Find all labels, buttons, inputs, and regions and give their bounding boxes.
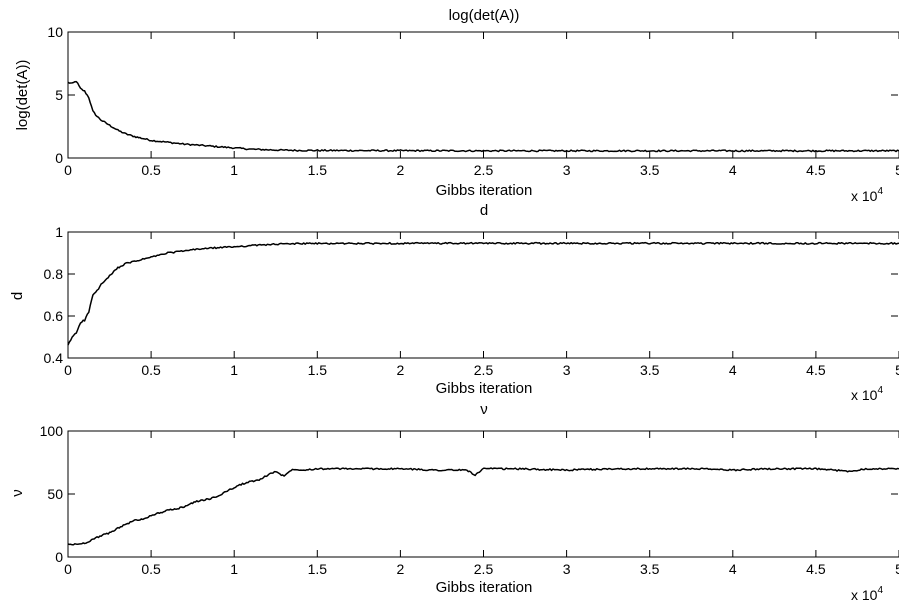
xtick-label: 1 — [230, 362, 238, 378]
panel-d-x-multiplier: x 104 — [851, 385, 883, 403]
xtick-label: 5 — [895, 362, 899, 378]
xtick-label: 4 — [729, 561, 737, 577]
panel-nu-xticks: 0 0.5 1 1.5 2 2.5 3 3.5 4 4.5 5 — [64, 431, 899, 577]
panel-d-xticks: 0 0.5 1 1.5 2 2.5 3 3.5 4 4.5 5 — [64, 232, 899, 378]
xtick-label: 0.5 — [141, 561, 161, 577]
xtick-label: 1 — [230, 561, 238, 577]
panel-logdet-yticks: 0 5 10 — [47, 24, 898, 166]
ytick-label: 0 — [55, 150, 63, 166]
xtick-label: 1.5 — [308, 561, 328, 577]
panel-d-x-multiplier-base: x 10 — [851, 387, 878, 403]
xtick-label: 2 — [397, 561, 405, 577]
panel-d-yticks: 0.4 0.6 0.8 1 — [44, 224, 898, 366]
ytick-label: 0 — [55, 549, 63, 565]
panel-logdet-x-multiplier: x 104 — [851, 186, 883, 204]
panel-d-ylabel: d — [9, 292, 26, 300]
ytick-label: 1 — [55, 224, 63, 240]
xtick-label: 2.5 — [474, 162, 494, 178]
panel-logdet-xticks: 0 0.5 1 1.5 2 2.5 3 3.5 4 4.5 5 — [64, 32, 899, 178]
panel-nu-yticks: 0 50 100 — [40, 423, 898, 565]
xtick-label: 3 — [563, 561, 571, 577]
xtick-label: 4.5 — [806, 362, 826, 378]
xtick-label: 5 — [895, 162, 899, 178]
xtick-label: 1.5 — [308, 162, 328, 178]
panel-nu-x-multiplier-exp: 4 — [877, 585, 883, 596]
ytick-label: 5 — [55, 87, 63, 103]
panel-d-xlabel: Gibbs iteration — [436, 380, 533, 397]
xtick-label: 2 — [397, 362, 405, 378]
panel-nu-frame — [67, 430, 899, 558]
ytick-label: 0.4 — [44, 350, 64, 366]
panel-logdet-x-multiplier-exp: 4 — [877, 186, 883, 197]
panel-d-trace — [67, 241, 899, 346]
panel-logdet-x-multiplier-base: x 10 — [851, 188, 878, 204]
xtick-label: 0 — [64, 561, 72, 577]
panel-d: d d 0 0.5 1 1.5 2 2.5 3 3.5 4 4.5 5 0.4 0.6 0.8 1 Gib… — [9, 202, 899, 403]
xtick-label: 2.5 — [474, 561, 494, 577]
xtick-label: 3 — [563, 162, 571, 178]
xtick-label: 2.5 — [474, 362, 494, 378]
xtick-label: 0 — [64, 162, 72, 178]
xtick-label: 1 — [230, 162, 238, 178]
ytick-label: 10 — [47, 24, 63, 40]
panel-d-frame — [67, 231, 899, 359]
panel-nu-x-multiplier-base: x 10 — [851, 587, 878, 603]
panel-d-title: d — [480, 202, 488, 219]
xtick-label: 3.5 — [640, 362, 660, 378]
panel-nu-xlabel: Gibbs iteration — [436, 579, 533, 596]
panel-logdet: log(det(A)) log(det(A)) 0 0.5 1 1.5 2 2.5 3 3.5… — [14, 7, 899, 204]
xtick-label: 3 — [563, 362, 571, 378]
ytick-label: 0.6 — [44, 308, 64, 324]
xtick-label: 4.5 — [806, 162, 826, 178]
panel-d-x-multiplier-exp: 4 — [877, 385, 883, 396]
panel-nu-x-multiplier: x 104 — [851, 585, 883, 603]
panel-logdet-trace — [67, 80, 899, 153]
ytick-label: 0.8 — [44, 266, 64, 282]
panel-nu-trace — [67, 467, 899, 546]
ytick-label: 100 — [40, 423, 64, 439]
panel-logdet-frame — [67, 31, 899, 159]
xtick-label: 0.5 — [141, 362, 161, 378]
xtick-label: 2 — [397, 162, 405, 178]
xtick-label: 3.5 — [640, 162, 660, 178]
xtick-label: 4 — [729, 362, 737, 378]
panel-nu-ylabel: ν — [9, 489, 26, 497]
xtick-label: 5 — [895, 561, 899, 577]
xtick-label: 0 — [64, 362, 72, 378]
ytick-label: 50 — [47, 486, 63, 502]
xtick-label: 4 — [729, 162, 737, 178]
panel-logdet-title: log(det(A)) — [449, 7, 520, 24]
xtick-label: 4.5 — [806, 561, 826, 577]
xtick-label: 3.5 — [640, 561, 660, 577]
xtick-label: 0.5 — [141, 162, 161, 178]
panel-nu: ν ν 0 0.5 1 1.5 2 2.5 3 3.5 4 4.5 5 0 50 100 Gibbs i… — [9, 401, 899, 603]
panel-nu-title: ν — [480, 401, 488, 418]
xtick-label: 1.5 — [308, 362, 328, 378]
panel-logdet-xlabel: Gibbs iteration — [436, 182, 533, 199]
panel-logdet-ylabel: log(det(A)) — [14, 60, 31, 131]
